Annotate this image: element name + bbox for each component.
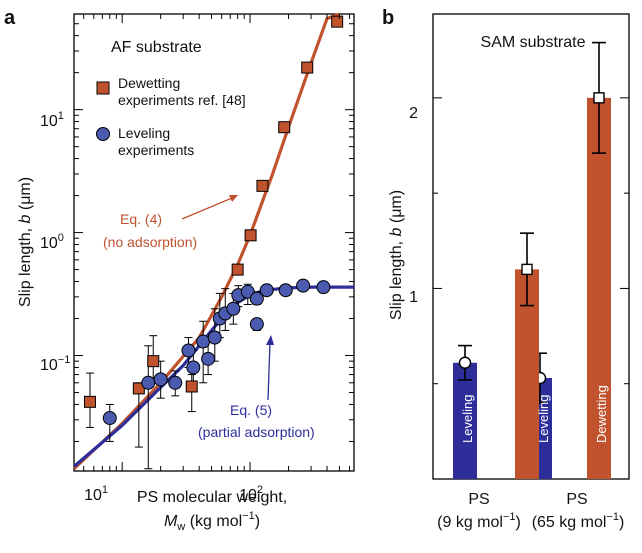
leveling-point xyxy=(207,330,222,345)
panel-b-bars xyxy=(453,41,611,479)
leveling-point xyxy=(249,291,264,306)
leveling-point xyxy=(249,317,264,332)
leveling-point xyxy=(196,334,211,349)
dewetting-point xyxy=(301,61,314,74)
leveling-point xyxy=(168,375,183,390)
annotation-eq4-line2: (no adsorption) xyxy=(103,234,197,250)
annotation-eq5-arrow xyxy=(267,341,271,401)
mean-marker-dewetting-9 xyxy=(521,263,533,276)
panel-b-y-tick-1: 1 xyxy=(409,289,418,306)
panel-a-title: AF substrate xyxy=(111,39,202,56)
legend-leveling-line2: experiments xyxy=(118,142,194,158)
bar-label-leveling-9: Leveling xyxy=(460,395,475,443)
leveling-point xyxy=(201,351,216,366)
panel-a-error-bars xyxy=(85,281,328,470)
panel-b-letter: b xyxy=(382,7,394,29)
leveling-point xyxy=(278,283,293,298)
group-label-9-line2: (9 kg mol−1) xyxy=(437,511,521,531)
group-label-65-line1: PS xyxy=(566,491,587,508)
panel-a-data-points xyxy=(83,15,344,426)
leveling-point xyxy=(102,411,117,426)
panel-a-letter: a xyxy=(4,7,16,29)
panel-a: a AF substrate Dewetting experiments ref… xyxy=(4,7,355,533)
annotation-eq4-arrowhead xyxy=(229,195,238,202)
group-label-65-line2: (65 kg mol−1) xyxy=(532,511,625,531)
annotation-eq5-arrowhead xyxy=(266,335,274,345)
leveling-point xyxy=(259,283,274,298)
leveling-point xyxy=(296,278,311,293)
dewetting-point xyxy=(278,121,291,134)
annotation-eq4-line1: Eq. (4) xyxy=(120,211,162,227)
panel-b-y-tick-2: 2 xyxy=(409,105,418,122)
bar-label-dewetting-65: Dewetting xyxy=(594,385,609,443)
dewetting-point xyxy=(331,15,344,28)
bar-leveling-9 xyxy=(453,362,477,479)
panel-b-title: SAM substrate xyxy=(481,34,586,51)
legend-dewetting-line2: experiments ref. [48] xyxy=(118,92,246,108)
legend-leveling-marker xyxy=(96,127,110,141)
x-tick-label-100: 102 xyxy=(239,484,263,504)
dewetting-point xyxy=(256,179,269,192)
dewetting-point xyxy=(83,395,96,408)
group-label-9-line1: PS xyxy=(468,491,489,508)
panel-a-ticks xyxy=(74,14,354,471)
annotation-eq5-line2: (partial adsorption) xyxy=(198,424,315,440)
panel-a-xlabel-line1: PS molecular weight, xyxy=(137,489,287,506)
eq4-fit-curve xyxy=(72,12,340,470)
leveling-point xyxy=(226,301,241,316)
panel-b: b SAM substrate Leveling Dewetting Level… xyxy=(382,7,630,531)
y-tick-label-0.1: 10−1 xyxy=(40,354,70,374)
annotation-eq4-arrow xyxy=(181,197,233,220)
panel-b-ylabel: Slip length, b (μm) xyxy=(388,190,405,320)
legend-dewetting-marker xyxy=(96,81,110,95)
mean-marker-dewetting-65 xyxy=(593,92,605,104)
leveling-point xyxy=(141,375,156,390)
mean-marker-leveling-9 xyxy=(458,356,472,369)
panel-a-ylabel: Slip length, b (μm) xyxy=(17,177,34,307)
leveling-point xyxy=(316,280,331,295)
leveling-point xyxy=(181,343,196,358)
bar-label-leveling-65: Leveling xyxy=(536,395,551,443)
dewetting-point xyxy=(147,355,160,368)
leveling-point xyxy=(186,360,201,375)
dewetting-point xyxy=(185,380,198,393)
panel-a-frame xyxy=(73,13,355,472)
bar-dewetting-65 xyxy=(587,97,611,479)
panel-a-xlabel-line2: Mw (kg mol−1) xyxy=(164,510,260,533)
annotation-eq5-line1: Eq. (5) xyxy=(230,402,272,418)
y-tick-label-10: 101 xyxy=(40,110,64,130)
dewetting-point xyxy=(244,229,257,242)
panel-b-ticks xyxy=(433,97,629,385)
y-tick-label-1: 100 xyxy=(40,232,64,252)
leveling-point xyxy=(153,372,168,387)
bar-label-dewetting-9: Dewetting xyxy=(488,385,503,443)
legend-dewetting-line1: Dewetting xyxy=(118,75,180,91)
legend-leveling-line1: Leveling xyxy=(118,125,170,141)
dewetting-point xyxy=(231,263,244,276)
x-tick-label-10: 101 xyxy=(84,484,108,504)
